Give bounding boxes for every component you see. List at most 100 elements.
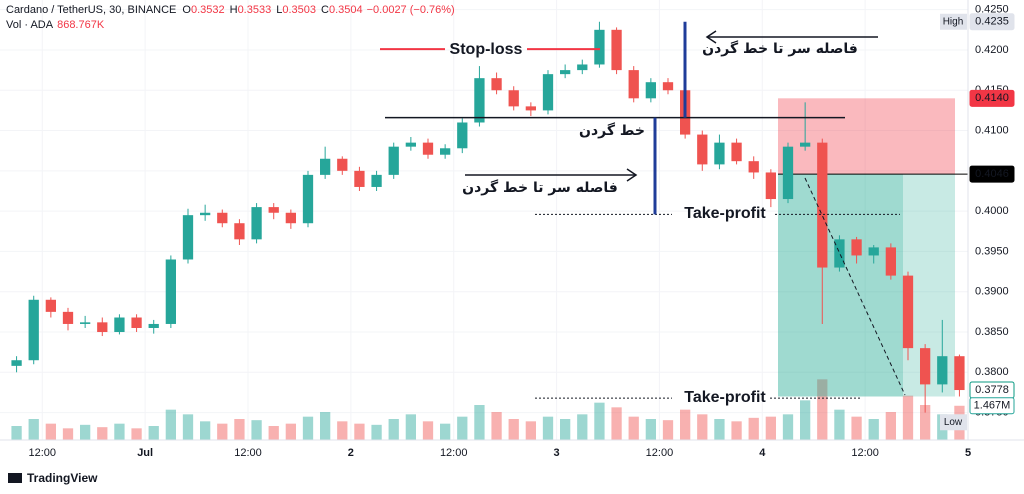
legend-key: C [321, 4, 329, 16]
price-tag-label: 0.4235 [975, 16, 1009, 28]
y-tick-label: 0.4200 [975, 44, 1009, 56]
x-tick-label: 4 [759, 447, 766, 459]
volume-bar [800, 400, 811, 440]
candle-body [217, 212, 228, 224]
volume-bar [200, 421, 211, 440]
candle-body [765, 172, 776, 200]
volume-bar [62, 428, 74, 440]
legend-value: 0.3503 [282, 4, 316, 16]
volume-bar [577, 414, 588, 440]
volume-bar [302, 416, 314, 440]
candles [11, 21, 965, 413]
volume-bar [440, 423, 451, 440]
volume-tag [969, 397, 1015, 415]
volume-bar [354, 423, 365, 440]
price-tag [969, 89, 1015, 107]
candle-body [388, 146, 399, 175]
drawings [380, 21, 906, 399]
head-to-neck-label: فاصله سر تا خط گردن [462, 179, 618, 196]
price-tag-label: 0.4140 [975, 92, 1009, 104]
candle-body [508, 90, 519, 107]
tag-name-box [940, 414, 967, 431]
logo: TradingView [8, 471, 98, 485]
header: Cardano / TetherUS, 30, BINANCE O0.3532 H0… [6, 4, 455, 31]
volume-bar [817, 379, 828, 440]
y-tick-label: 0.3800 [975, 366, 1009, 378]
candle-body [165, 259, 176, 324]
candle-body [491, 78, 502, 91]
volume-bar [645, 419, 656, 440]
target-fill [778, 174, 903, 397]
volume-bar [405, 414, 416, 440]
candle-body [628, 70, 639, 99]
candle-body [851, 239, 862, 256]
logo-mark [8, 473, 22, 483]
candle-body [885, 247, 896, 276]
candle-body [817, 142, 828, 268]
candle-body [577, 64, 588, 71]
candle-body [868, 247, 879, 256]
volume-line: Vol · ADA 868.767K [6, 19, 105, 31]
legend-key: L [276, 4, 282, 16]
y-tick-label: 0.3900 [975, 286, 1009, 298]
volume-bar [11, 426, 22, 440]
candle-body [148, 323, 159, 328]
y-tick-label: 0.4250 [975, 4, 1009, 16]
x-tick-label: 12:00 [29, 447, 57, 459]
volume-bar [28, 419, 39, 440]
volume-bar [782, 414, 794, 440]
y-tick-label: 0.3850 [975, 326, 1009, 338]
candle-body [954, 356, 965, 391]
annotations: Stop-loss Take-profit Take-profit خط گرد… [450, 40, 858, 406]
candle-body [440, 148, 451, 155]
tag-name: High [943, 16, 964, 27]
candle-body [268, 207, 279, 213]
position-box [778, 98, 968, 397]
volume-pane [11, 379, 965, 440]
x-tick-label: 5 [965, 447, 971, 459]
candle-body [662, 82, 674, 91]
candle-body [371, 174, 382, 187]
stop-zone [778, 98, 955, 175]
candle-body [594, 29, 605, 65]
x-tick-label: 3 [554, 447, 560, 459]
volume-bar [508, 419, 519, 440]
candle-body [285, 212, 296, 224]
candle-body [611, 29, 622, 71]
legend-value: 0.3532 [191, 4, 225, 16]
volume-tag-label: 1.467M [974, 400, 1011, 412]
volume-bar [182, 414, 194, 440]
candle-body [714, 142, 725, 165]
volume-bar [285, 423, 296, 440]
volume-value: 868.767K [57, 19, 105, 31]
candle-body [320, 158, 331, 175]
volume-bar [697, 414, 708, 440]
price-tag-label: 0.4046 [975, 168, 1009, 180]
candle-body [937, 356, 948, 385]
take-profit-label: Take-profit [684, 205, 766, 222]
candle-body [234, 223, 245, 240]
candle-body [920, 348, 931, 385]
candle-body [457, 122, 468, 149]
axes: 0.37500.38000.38500.39000.39500.40000.40… [0, 0, 1024, 459]
volume-bar [851, 416, 862, 440]
volume-bar [388, 419, 399, 440]
volume-bar [337, 421, 348, 440]
candle-body [697, 134, 708, 165]
y-tick-label: 0.4100 [975, 124, 1009, 136]
volume-bar [474, 405, 485, 440]
tag-name: Low [944, 417, 963, 428]
change: −0.0027 (−0.76%) [367, 4, 455, 16]
volume-bar [251, 420, 262, 440]
candle-body [800, 142, 811, 147]
candle-body [251, 207, 262, 240]
volume-bar [165, 409, 176, 440]
candle-body [542, 74, 554, 111]
volume-bar [525, 421, 536, 440]
grid [0, 0, 969, 440]
volume-bar [902, 395, 914, 440]
candle-body [782, 146, 794, 200]
symbol: Cardano / TetherUS, 30, BINANCE [6, 4, 176, 16]
candle-body [748, 161, 759, 173]
